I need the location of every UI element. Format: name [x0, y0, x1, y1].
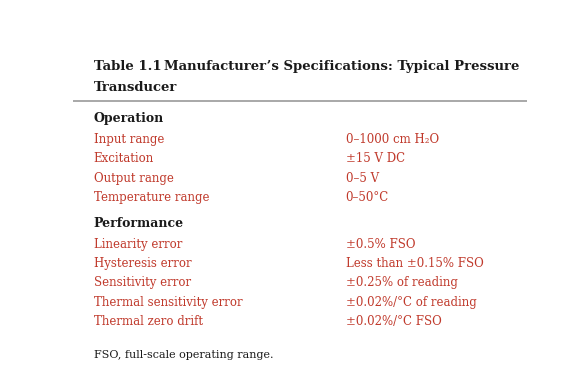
Text: 0–5 V: 0–5 V — [346, 172, 379, 184]
Text: Excitation: Excitation — [94, 152, 154, 165]
Text: FSO, full-scale operating range.: FSO, full-scale operating range. — [94, 350, 273, 360]
Text: Performance: Performance — [94, 217, 184, 230]
Text: ±0.5% FSO: ±0.5% FSO — [346, 238, 415, 251]
Text: Input range: Input range — [94, 133, 164, 146]
Text: Thermal sensitivity error: Thermal sensitivity error — [94, 296, 243, 309]
Text: Less than ±0.15% FSO: Less than ±0.15% FSO — [346, 257, 483, 270]
Text: Manufacturer’s Specifications: Typical Pressure: Manufacturer’s Specifications: Typical P… — [164, 60, 519, 73]
Text: Output range: Output range — [94, 172, 173, 184]
Text: Thermal zero drift: Thermal zero drift — [94, 315, 203, 328]
Text: Table 1.1: Table 1.1 — [94, 60, 161, 73]
Text: ±0.02%/°C FSO: ±0.02%/°C FSO — [346, 315, 441, 328]
Text: ±15 V DC: ±15 V DC — [346, 152, 405, 165]
Text: 0–50°C: 0–50°C — [346, 191, 389, 204]
Text: Hysteresis error: Hysteresis error — [94, 257, 191, 270]
Text: ±0.25% of reading: ±0.25% of reading — [346, 276, 458, 289]
Text: Transducer: Transducer — [94, 81, 177, 94]
Text: Operation: Operation — [94, 113, 164, 125]
Text: Linearity error: Linearity error — [94, 238, 182, 251]
Text: Temperature range: Temperature range — [94, 191, 209, 204]
Text: 0–1000 cm H₂O: 0–1000 cm H₂O — [346, 133, 439, 146]
Text: Sensitivity error: Sensitivity error — [94, 276, 191, 289]
Text: ±0.02%/°C of reading: ±0.02%/°C of reading — [346, 296, 476, 309]
